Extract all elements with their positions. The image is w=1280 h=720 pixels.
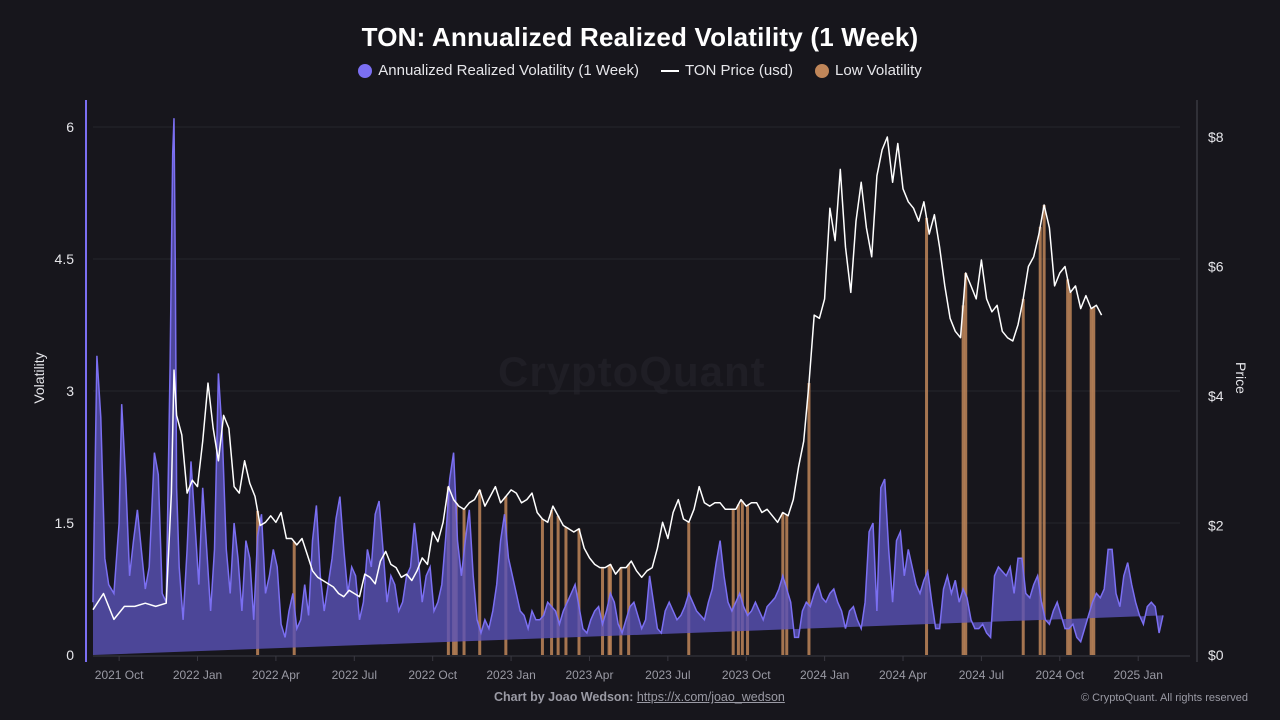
x-tick-label: 2024 Jan	[800, 668, 849, 682]
low-volatility-bar	[619, 567, 623, 655]
low-volatility-bar	[556, 515, 560, 655]
price-line-group	[92, 136, 1103, 621]
y-tick-right-label: $0	[1208, 647, 1224, 663]
low-volatility-bar	[1092, 306, 1096, 655]
x-tick-label: 2024 Jul	[959, 668, 1004, 682]
x-tick-label: 2022 Jan	[173, 668, 222, 682]
x-tick-label: 2023 Jan	[486, 668, 535, 682]
y-tick-right-label: $2	[1208, 518, 1224, 534]
x-tick-label: 2024 Apr	[879, 668, 927, 682]
legend-swatch-price	[660, 69, 679, 72]
low-volatility-bar	[1066, 279, 1070, 655]
legend-item-low-volatility[interactable]: Low Volatility	[815, 62, 922, 79]
volatility-area	[93, 118, 1163, 655]
x-tick-label: 2022 Jul	[332, 668, 377, 682]
y-axis-label-right: Price	[1233, 362, 1249, 394]
volatility-line	[92, 118, 1164, 644]
y-tick-left-label: 4.5	[55, 251, 75, 267]
price-line	[92, 136, 1103, 621]
low-volatility-bar	[746, 505, 750, 655]
footer-credit: Chart by Joao Wedson: https://x.com/joao…	[494, 690, 785, 704]
x-tick-label: 2025 Jan	[1113, 668, 1162, 682]
low-volatility-bar	[807, 383, 811, 655]
low-volatility-bar	[1089, 308, 1093, 655]
chart-title: TON: Annualized Realized Volatility (1 W…	[361, 22, 919, 52]
x-tick-label: 2022 Oct	[408, 668, 457, 682]
low-volatility-bar	[740, 501, 744, 655]
legend-swatch-volatility	[358, 63, 373, 78]
y-tick-right-label: $4	[1208, 388, 1224, 404]
y-tick-left-label: 6	[66, 119, 74, 135]
gridlines	[93, 126, 1180, 524]
legend-item-volatility[interactable]: Annualized Realized Volatility (1 Week)	[358, 62, 639, 79]
y-tick-left-label: 3	[66, 383, 74, 399]
volatility-area-group	[92, 118, 1164, 655]
x-tick-label: 2023 Oct	[722, 668, 771, 682]
x-tick-label: 2023 Jul	[645, 668, 690, 682]
y-tick-left-label: 0	[66, 647, 74, 663]
chart-legend: Annualized Realized Volatility (1 Week) …	[0, 62, 1280, 79]
legend-item-price[interactable]: TON Price (usd)	[660, 62, 794, 79]
legend-label-price: TON Price (usd)	[684, 62, 794, 79]
x-tick-label: 2022 Apr	[252, 668, 300, 682]
credit-label: Chart by Joao Wedson:	[494, 690, 634, 704]
x-tick-label: 2023 Apr	[565, 668, 613, 682]
low-volatility-bar	[601, 567, 605, 655]
low-volatility-bar	[736, 504, 740, 655]
low-volatility-bar	[731, 509, 735, 655]
low-volatility-bar	[564, 527, 568, 655]
x-tick-label: 2021 Oct	[95, 668, 144, 682]
low-volatility-bar	[687, 522, 691, 655]
low-volatility-bar	[1021, 298, 1025, 655]
y-axis-label-left: Volatility	[31, 352, 47, 403]
watermark: CryptoQuant	[498, 348, 766, 395]
legend-swatch-low-volatility	[815, 63, 830, 78]
low-volatility-bar	[1042, 204, 1046, 656]
legend-label-low-volatility: Low Volatility	[835, 62, 922, 79]
axes: 0 1.5 3 4.5 6 $0 $2 $4 $6 $8 2021 Oct 2022 Jan 2022 …	[55, 100, 1224, 682]
low-volatility-bar	[925, 217, 929, 655]
x-tick-label: 2024 Oct	[1035, 668, 1084, 682]
y-tick-left-label: 1.5	[55, 515, 75, 531]
low-volatility-bar	[785, 514, 789, 655]
low-volatility-bar	[964, 272, 968, 655]
copyright: © CryptoQuant. All rights reserved	[1080, 692, 1248, 704]
y-tick-right-label: $8	[1208, 129, 1224, 145]
credit-link[interactable]: https://x.com/joao_wedson	[636, 690, 785, 704]
low-volatility-bar	[1038, 226, 1042, 655]
low-volatility-bar	[1068, 292, 1072, 655]
low-volatility-bar	[550, 510, 554, 655]
low-volatility-bar	[478, 489, 482, 655]
legend-label-volatility: Annualized Realized Volatility (1 Week)	[378, 62, 639, 79]
low-volatility-bar	[577, 528, 581, 655]
low-volatility-bar	[961, 305, 965, 655]
low-volatility-bar	[540, 519, 544, 655]
y-tick-right-label: $6	[1208, 259, 1224, 275]
